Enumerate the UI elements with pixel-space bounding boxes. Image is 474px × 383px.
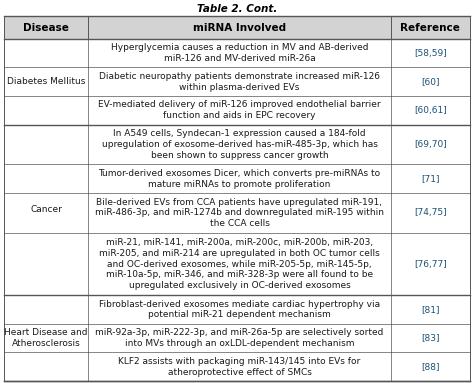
Text: KLF2 assists with packaging miR-143/145 into EVs for
atheroprotective effect of : KLF2 assists with packaging miR-143/145 … — [118, 357, 361, 376]
Text: In A549 cells, Syndecan-1 expression caused a 184-fold
upregulation of exosome-d: In A549 cells, Syndecan-1 expression cau… — [101, 129, 377, 160]
Text: Cancer: Cancer — [30, 205, 62, 214]
Text: Fibroblast-derived exosomes mediate cardiac hypertrophy via
potential miR-21 dep: Fibroblast-derived exosomes mediate card… — [99, 300, 380, 319]
Text: [71]: [71] — [421, 174, 439, 183]
Text: Tumor-derived exosomes Dicer, which converts pre-miRNAs to
mature miRNAs to prom: Tumor-derived exosomes Dicer, which conv… — [99, 169, 381, 188]
Text: EV-mediated delivery of miR-126 improved endothelial barrier
function and aids i: EV-mediated delivery of miR-126 improved… — [98, 100, 381, 120]
Bar — [4, 16, 470, 39]
Text: [58,59]: [58,59] — [414, 49, 447, 57]
Text: Bile-derived EVs from CCA patients have upregulated miR-191,
miR-486-3p, and miR: Bile-derived EVs from CCA patients have … — [95, 198, 384, 228]
Text: miR-21, miR-141, miR-200a, miR-200c, miR-200b, miR-203,
miR-205, and miR-214 are: miR-21, miR-141, miR-200a, miR-200c, miR… — [99, 238, 380, 290]
Text: miR-92a-3p, miR-222-3p, and miR-26a-5p are selectively sorted
into MVs through a: miR-92a-3p, miR-222-3p, and miR-26a-5p a… — [95, 328, 383, 348]
Text: Heart Disease and
Atherosclerosis: Heart Disease and Atherosclerosis — [4, 328, 88, 348]
Text: [69,70]: [69,70] — [414, 140, 447, 149]
Text: Disease: Disease — [23, 23, 69, 33]
Text: [76,77]: [76,77] — [414, 260, 447, 268]
Text: [60,61]: [60,61] — [414, 106, 447, 115]
Text: Diabetes Mellitus: Diabetes Mellitus — [7, 77, 85, 86]
Text: [88]: [88] — [421, 362, 439, 371]
Text: Reference: Reference — [401, 23, 460, 33]
Text: Hyperglycemia causes a reduction in MV and AB-derived
miR-126 and MV-derived miR: Hyperglycemia causes a reduction in MV a… — [111, 43, 368, 63]
Text: [74,75]: [74,75] — [414, 208, 447, 218]
Text: [60]: [60] — [421, 77, 439, 86]
Text: Table 2. Cont.: Table 2. Cont. — [197, 4, 277, 14]
Text: miRNA Involved: miRNA Involved — [193, 23, 286, 33]
Text: [81]: [81] — [421, 305, 439, 314]
Text: Diabetic neuropathy patients demonstrate increased miR-126
within plasma-derived: Diabetic neuropathy patients demonstrate… — [99, 72, 380, 92]
Text: [83]: [83] — [421, 334, 439, 343]
